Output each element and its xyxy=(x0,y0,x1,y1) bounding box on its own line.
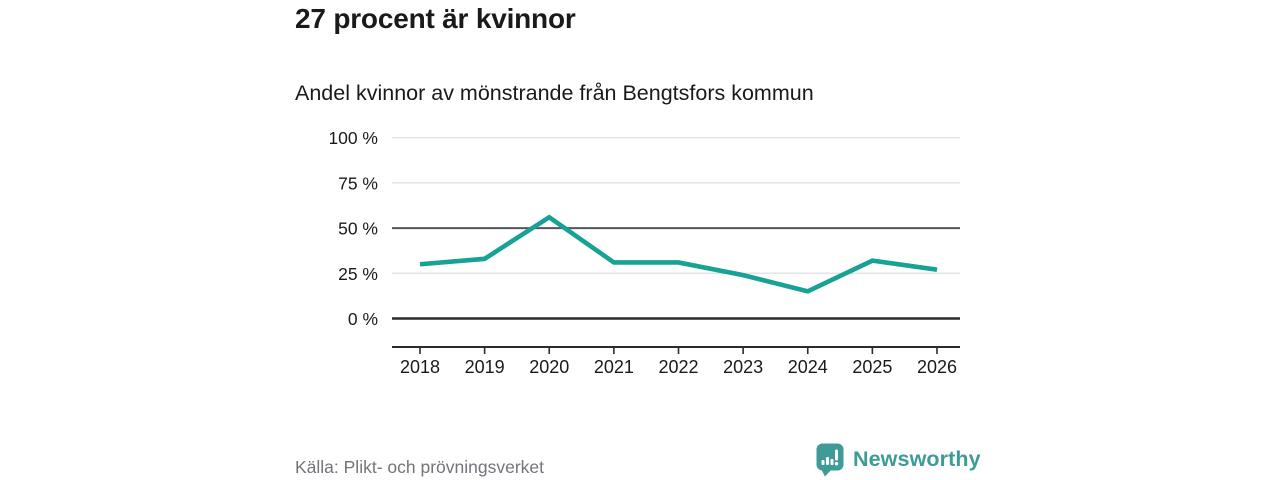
y-axis-label-100: 100 % xyxy=(330,128,378,148)
chart-subtitle: Andel kvinnor av mönstrande från Bengtsf… xyxy=(295,81,814,105)
y-axis-label-75: 75 % xyxy=(338,173,378,193)
line-chart: 0 % 25 % 50 % 75 % 100 % 2018 2019 2020 2021 2022… xyxy=(330,128,960,377)
x-axis-label-2020: 2020 xyxy=(529,357,569,377)
source-caption: Källa: Plikt- och prövningsverket xyxy=(295,457,544,477)
x-axis-label-2019: 2019 xyxy=(465,357,505,377)
data-line-andel-kvinnor xyxy=(419,214,938,294)
x-axis-label-2023: 2023 xyxy=(723,357,763,377)
newsworthy-logo[interactable]: Newsworthy xyxy=(816,443,981,477)
x-axis-label-2018: 2018 xyxy=(400,357,440,377)
y-axis-label-0: 0 % xyxy=(348,309,378,329)
x-axis-label-2026: 2026 xyxy=(917,357,957,377)
newsworthy-bubble-chart-icon xyxy=(816,443,844,477)
x-axis-label-2024: 2024 xyxy=(788,357,828,377)
y-axis-label-25: 25 % xyxy=(338,264,378,284)
newsworthy-wordmark: Newsworthy xyxy=(853,447,981,471)
x-axis-label-2021: 2021 xyxy=(594,357,634,377)
y-axis-label-50: 50 % xyxy=(338,219,378,239)
x-axis-label-2022: 2022 xyxy=(658,357,698,377)
chart-title: 27 procent är kvinnor xyxy=(295,3,576,34)
x-axis-label-2025: 2025 xyxy=(852,357,892,377)
